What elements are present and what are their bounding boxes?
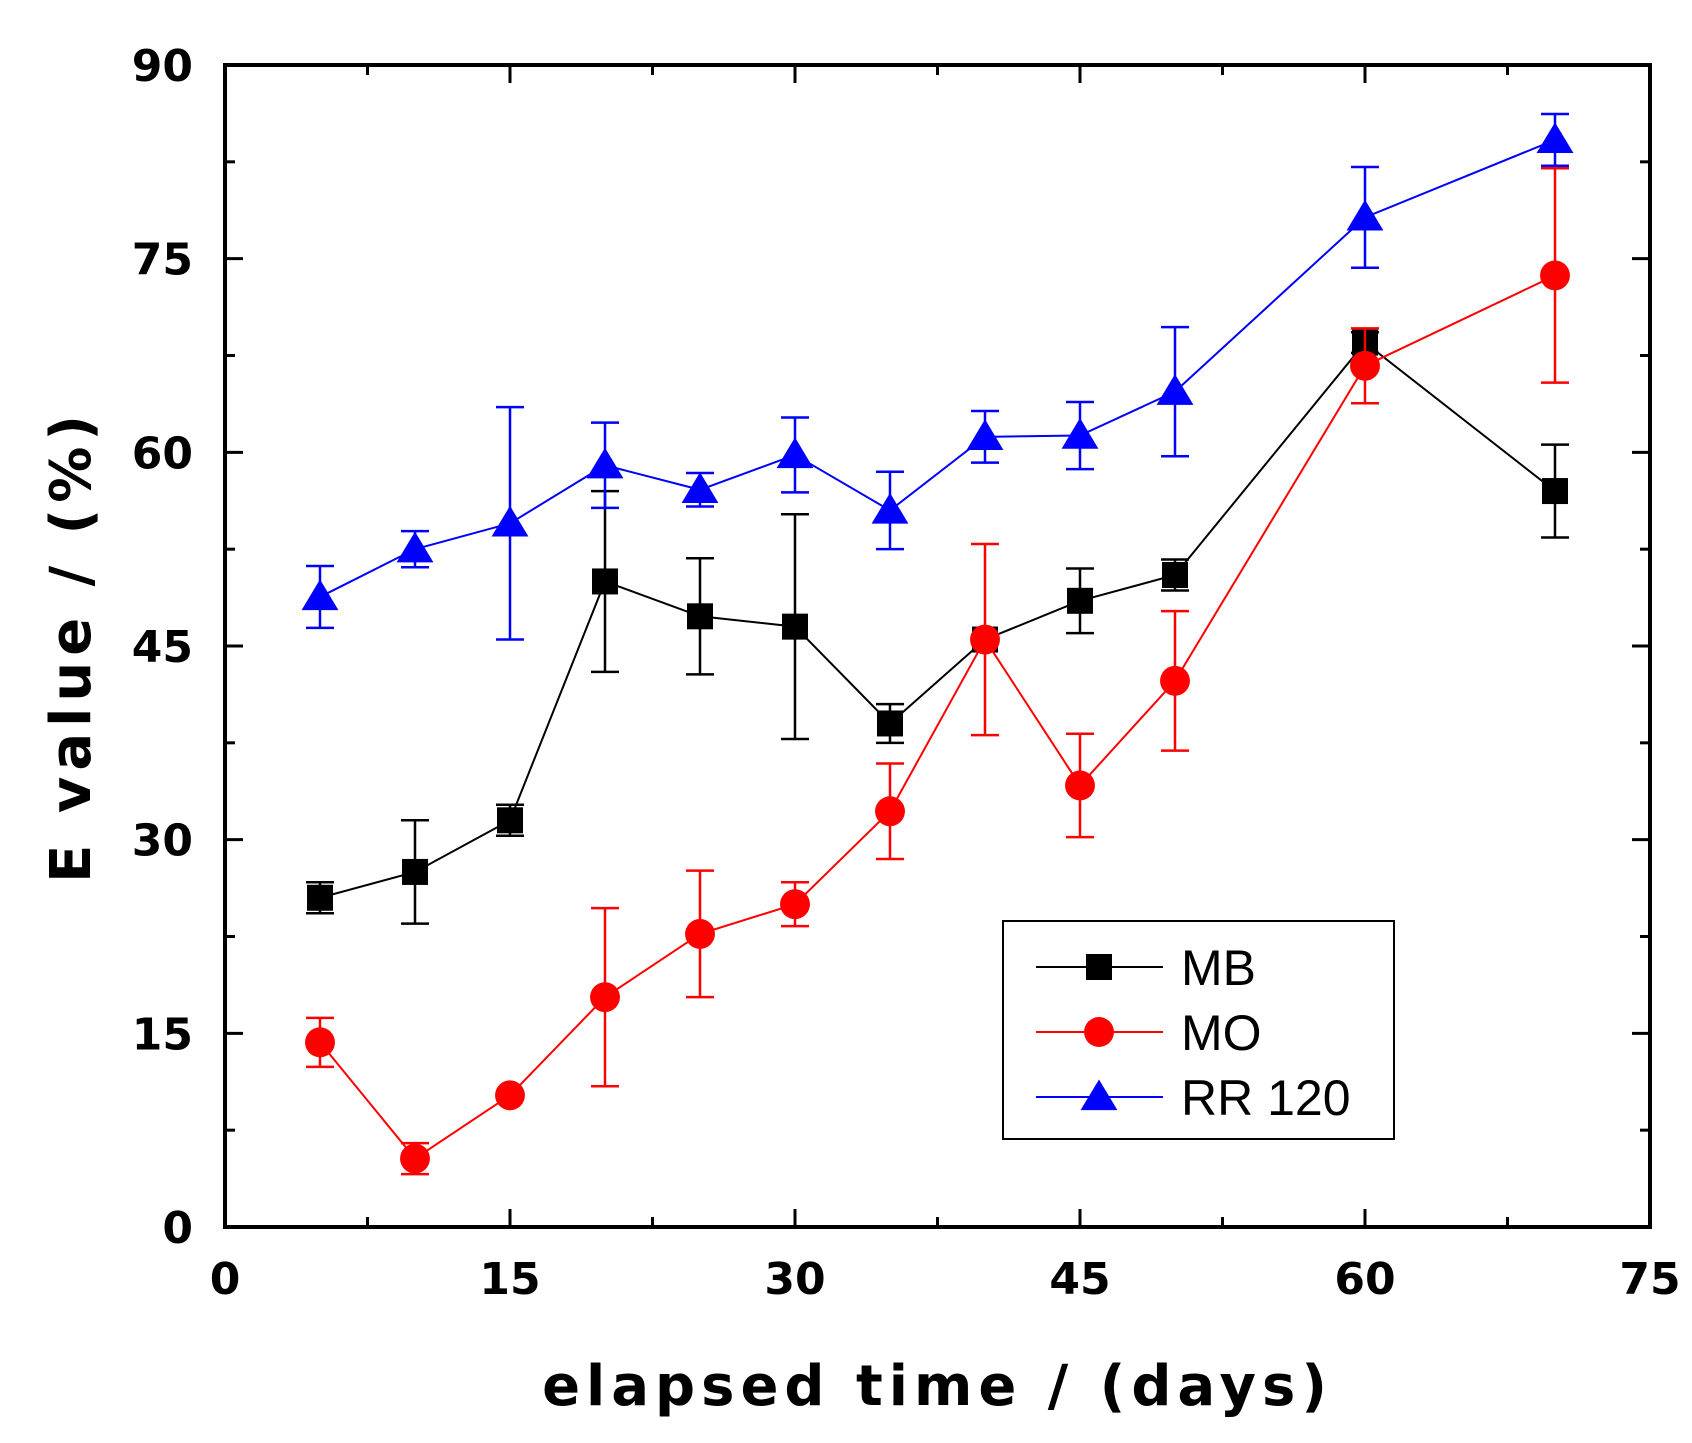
axes: 0 15 30 45 60 75 0 15 30 45 60 75 90	[132, 41, 1681, 1305]
mo-point	[495, 1080, 525, 1111]
mo-point	[1160, 665, 1190, 696]
legend-label-mo: MO	[1181, 1005, 1262, 1061]
legend-label-rr-120: RR 120	[1181, 1070, 1351, 1126]
mb-point	[1067, 587, 1093, 614]
rr-120-point	[396, 531, 434, 563]
y-tick-label: 75	[132, 235, 193, 286]
y-tick-label: 90	[132, 41, 193, 92]
rr-120-point	[301, 579, 339, 611]
y-tick-label: 15	[132, 1009, 193, 1060]
mb-point	[877, 710, 903, 737]
x-tick-label: 30	[764, 1254, 825, 1305]
x-tick-label: 60	[1334, 1254, 1395, 1305]
mo-point	[685, 918, 715, 949]
mo-point	[400, 1143, 430, 1174]
mo-point	[590, 982, 620, 1013]
mo-point	[875, 796, 905, 827]
series-mo	[305, 167, 1570, 1176]
rr-120-point	[966, 419, 1004, 451]
rr-120-line	[319, 138, 1556, 598]
rr-120-point	[1156, 374, 1194, 405]
y-tick-label: 45	[132, 622, 193, 673]
mo-point	[1540, 260, 1570, 291]
mb-point	[307, 884, 333, 911]
rr-120-point	[681, 472, 719, 503]
series-rr-120	[301, 112, 1574, 641]
legend-marker-rr-120	[1080, 1079, 1118, 1111]
legend-marker-mb	[1086, 954, 1112, 980]
plot-data	[301, 112, 1574, 1176]
mo-point	[305, 1027, 335, 1058]
legend-box	[1002, 920, 1395, 1140]
x-tick-label: 15	[479, 1254, 540, 1305]
mo-point	[780, 889, 810, 920]
legend: MB MO RR 120	[1002, 920, 1395, 1140]
mo-line	[319, 274, 1556, 1160]
mb-point	[402, 858, 428, 885]
rr-120-point	[1536, 122, 1574, 154]
mo-point	[1065, 770, 1095, 801]
mb-point	[1542, 478, 1568, 505]
rr-120-point	[776, 437, 814, 469]
rr-120-point	[1346, 199, 1384, 231]
mo-point	[1350, 350, 1380, 381]
mb-point	[497, 807, 523, 834]
x-tick-label: 0	[210, 1254, 241, 1305]
mo-point	[970, 624, 1000, 655]
rr-120-point	[1061, 417, 1099, 449]
y-tick-label: 60	[132, 428, 193, 479]
mb-point	[782, 613, 808, 640]
rr-120-point	[871, 492, 909, 524]
y-tick-label: 30	[132, 816, 193, 867]
x-tick-label: 45	[1049, 1254, 1110, 1305]
rr-120-point	[586, 447, 624, 479]
x-tick-label: 75	[1619, 1254, 1680, 1305]
legend-marker-mo	[1084, 1017, 1114, 1047]
legend-label-mb: MB	[1181, 940, 1256, 996]
rr-120-point	[491, 505, 529, 537]
mb-point	[1162, 561, 1188, 588]
mb-line	[319, 341, 1556, 899]
mb-point	[592, 568, 618, 595]
x-axis-title: elapsed time / (days)	[542, 1354, 1333, 1419]
mb-point	[687, 603, 713, 630]
y-tick-label: 0	[162, 1203, 193, 1254]
y-axis-title: E value / (%)	[39, 409, 104, 883]
